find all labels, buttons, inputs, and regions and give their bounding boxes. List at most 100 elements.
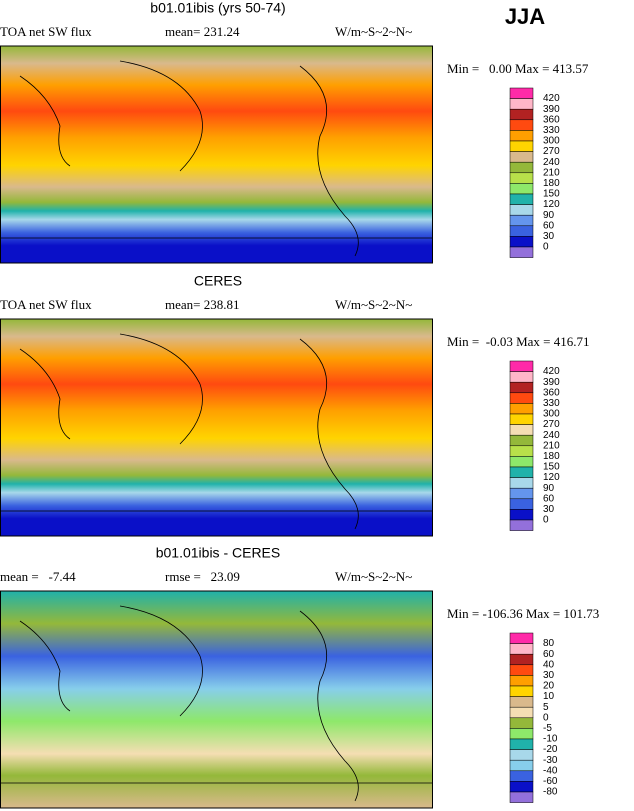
colorbar-label: 120 [543, 199, 560, 210]
range-label: Min = 0.00 Max = 413.57 [447, 61, 589, 76]
colorbar-label: 240 [543, 430, 560, 441]
colorbar-box [509, 487, 534, 500]
colorbar-box [509, 225, 534, 237]
colorbar-label: 30 [543, 670, 555, 681]
range-label: Min = -0.03 Max = 416.71 [447, 334, 590, 349]
colorbar-label: -5 [543, 723, 552, 734]
colorbar-label: 60 [543, 493, 555, 504]
units-label: W/m~S~2~N~ [335, 569, 412, 584]
colorbar-label: 60 [543, 220, 555, 231]
map [0, 590, 433, 809]
coastline [0, 60, 432, 257]
mean-label: rmse = 23.09 [165, 569, 240, 584]
colorbar-box [509, 770, 534, 782]
colorbar-box [509, 781, 534, 793]
colorbar-label: 210 [543, 167, 560, 178]
colorbar-label: 120 [543, 472, 560, 483]
map [0, 318, 433, 537]
colorbar-box [509, 738, 534, 750]
colorbar-label: 330 [543, 398, 560, 409]
colorbar-label: 420 [543, 366, 560, 377]
colorbar-box [509, 119, 534, 131]
colorbar-label: 10 [543, 691, 555, 702]
colorbar-box [509, 108, 534, 121]
mean-label: mean= 238.81 [165, 297, 239, 312]
colorbar-box [509, 643, 534, 655]
units-label: W/m~S~2~N~ [335, 297, 412, 312]
colorbar-label: 5 [543, 702, 549, 713]
colorbar-label: 60 [543, 649, 555, 660]
colorbar-box [509, 791, 534, 803]
colorbar-box [509, 519, 534, 531]
colorbar-box [509, 424, 534, 436]
colorbar-box [509, 392, 534, 404]
colorbar-box [509, 477, 534, 489]
colorbar-box [509, 456, 534, 468]
colorbar-box [509, 413, 534, 425]
colorbar-box [509, 706, 534, 719]
range-label: Min = -106.36 Max = 101.73 [447, 606, 599, 621]
colorbar-box [509, 172, 534, 184]
colorbar-label: -40 [543, 765, 558, 776]
left-label: TOA net SW flux [0, 24, 92, 39]
colorbar-label: 180 [543, 451, 560, 462]
colorbar-label: 0 [543, 712, 549, 723]
colorbar-label: 210 [543, 440, 560, 451]
colorbar-box [509, 371, 534, 383]
colorbar-box [509, 675, 534, 687]
colorbar-label: 90 [543, 210, 555, 221]
panel-title: CERES [194, 273, 242, 289]
colorbar-box [509, 696, 534, 708]
colorbar-label: 390 [543, 104, 560, 115]
colorbar-label: 90 [543, 483, 555, 494]
left-label: mean = -7.44 [0, 569, 76, 584]
map [0, 45, 433, 264]
colorbar-box [509, 653, 534, 666]
panel-title: b01.01ibis (yrs 50-74) [150, 0, 285, 16]
colorbar-label: 80 [543, 638, 555, 649]
units-label: W/m~S~2~N~ [335, 24, 412, 39]
colorbar-label: 300 [543, 409, 560, 420]
colorbar-box [509, 664, 534, 676]
colorbar-box [509, 498, 534, 510]
colorbar-box [509, 403, 534, 415]
colorbar-box [509, 246, 534, 258]
colorbar-box [509, 749, 534, 761]
colorbar-label: 30 [543, 231, 555, 242]
colorbar-box [509, 183, 534, 195]
coastline [0, 605, 432, 802]
colorbar-label: 180 [543, 178, 560, 189]
coastline [0, 333, 432, 530]
colorbar-label: -30 [543, 755, 558, 766]
colorbar-label: 150 [543, 462, 560, 473]
colorbar-label: -10 [543, 734, 558, 745]
colorbar-box [509, 509, 534, 521]
colorbar-box [509, 434, 534, 447]
colorbar-label: 0 [543, 515, 549, 526]
colorbar-box [509, 381, 534, 394]
colorbar-label: 270 [543, 146, 560, 157]
left-label: TOA net SW flux [0, 297, 92, 312]
colorbar-label: 240 [543, 157, 560, 168]
colorbar-label: 390 [543, 377, 560, 388]
colorbar-box [509, 140, 534, 152]
mean-label: mean= 231.24 [165, 24, 240, 39]
panel-title: b01.01ibis - CERES [156, 545, 281, 561]
colorbar-box [509, 214, 534, 227]
colorbar-label: 150 [543, 189, 560, 200]
colorbar-box [509, 204, 534, 216]
colorbar-box [509, 193, 534, 205]
colorbar-label: 360 [543, 387, 560, 398]
colorbar-label: 30 [543, 504, 555, 515]
colorbar-label: -80 [543, 787, 558, 798]
colorbar-box [509, 236, 534, 248]
colorbar-label: 20 [543, 681, 555, 692]
season-label: JJA [505, 4, 545, 29]
colorbar-label: 330 [543, 125, 560, 136]
colorbar-box [509, 151, 534, 163]
colorbar-box [509, 360, 534, 372]
colorbar-box [509, 98, 534, 110]
colorbar-box [509, 87, 534, 99]
colorbar-box [509, 445, 534, 457]
colorbar-label: -60 [543, 776, 558, 787]
